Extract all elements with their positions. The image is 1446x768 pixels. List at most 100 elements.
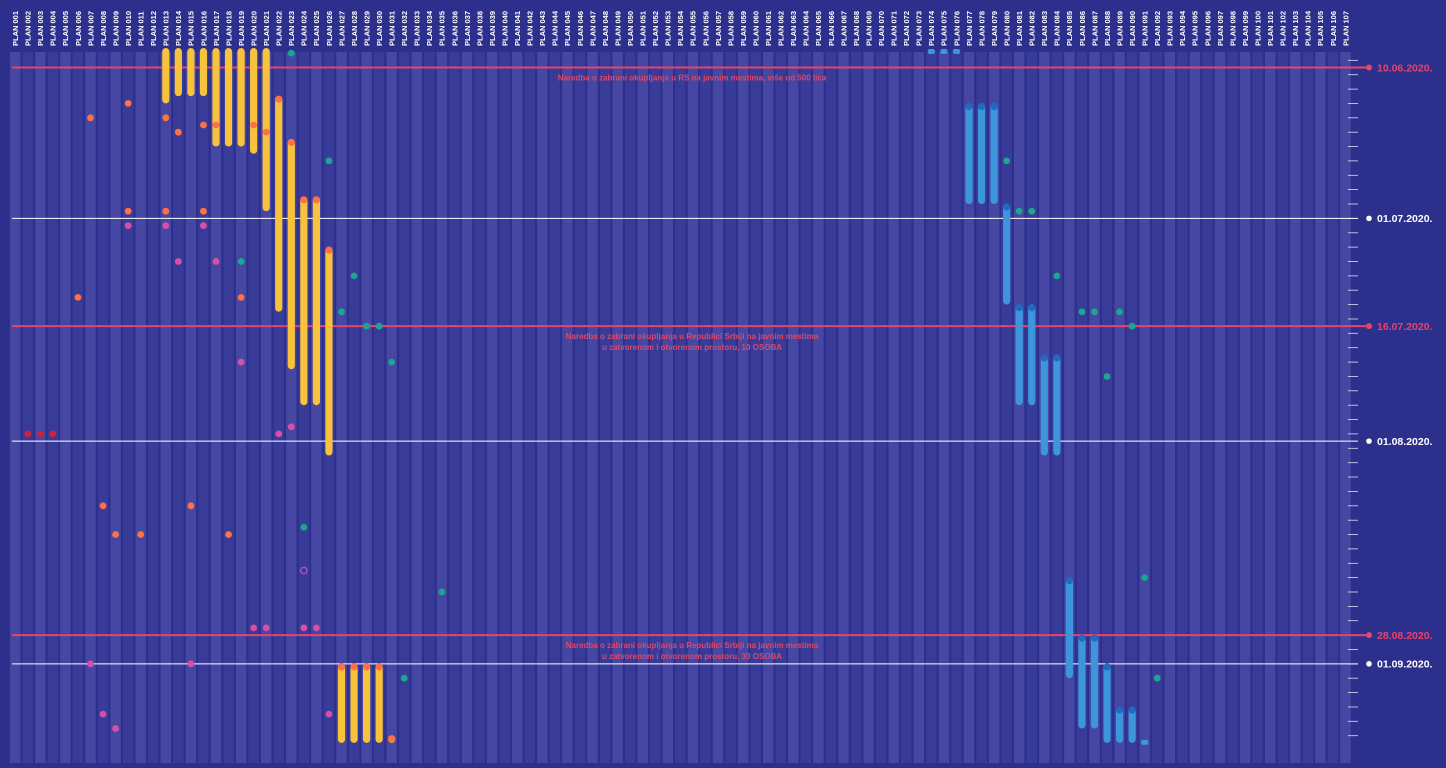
column-stripe bbox=[700, 52, 711, 763]
plan-point bbox=[174, 128, 182, 136]
plan-label: PLAN 082 bbox=[1028, 11, 1037, 46]
column-stripe bbox=[976, 52, 987, 763]
plan-label: PLAN 041 bbox=[513, 11, 522, 46]
plan-range bbox=[990, 103, 998, 204]
plan-label: PLAN 009 bbox=[111, 11, 120, 46]
plan-point bbox=[24, 430, 32, 438]
plan-point bbox=[1015, 207, 1023, 215]
range-start-cap bbox=[1040, 354, 1048, 362]
column-stripe bbox=[361, 52, 372, 763]
plan-point bbox=[1116, 308, 1123, 316]
column-stripe bbox=[198, 52, 209, 763]
column-stripe bbox=[1252, 52, 1263, 763]
plan-point bbox=[375, 322, 383, 330]
regulation-text: Naredba o zabrani okupljanja u Republici… bbox=[566, 641, 819, 650]
plan-range bbox=[250, 48, 258, 154]
column-stripe bbox=[72, 52, 84, 763]
column-stripe bbox=[537, 52, 548, 763]
regulation-date-label: 16.07.2020. bbox=[1377, 321, 1433, 333]
range-start-cap bbox=[1053, 354, 1061, 362]
column-stripe bbox=[47, 52, 59, 763]
plan-range bbox=[224, 48, 233, 147]
plan-point bbox=[940, 49, 948, 54]
plan-point bbox=[87, 114, 94, 122]
plan-point bbox=[200, 207, 207, 215]
plan-label: PLAN 040 bbox=[500, 11, 509, 46]
column-stripe bbox=[926, 52, 937, 763]
plan-label: PLAN 002 bbox=[24, 11, 33, 46]
plan-label: PLAN 098 bbox=[1228, 11, 1237, 46]
plan-labels: PLAN 001 PLAN 002 PLAN 003 PLAN 004 PLAN 005… bbox=[11, 10, 1350, 46]
column-stripe bbox=[800, 52, 812, 763]
plan-point bbox=[275, 430, 283, 438]
plan-point bbox=[162, 114, 170, 122]
column-stripe bbox=[1139, 52, 1150, 763]
column-stripe bbox=[624, 52, 636, 763]
plan-point bbox=[300, 566, 308, 575]
plan-range bbox=[337, 663, 346, 743]
plan-label: PLAN 042 bbox=[526, 11, 535, 46]
range-start-cap bbox=[1116, 706, 1124, 714]
plan-label: PLAN 092 bbox=[1153, 11, 1162, 46]
column-stripe bbox=[901, 52, 912, 763]
column-stripe bbox=[273, 52, 284, 763]
column-stripe bbox=[248, 52, 259, 763]
regulation-text: u zatvorenom i otvorenom prostoru, 30 OS… bbox=[602, 652, 782, 661]
range-start-cap bbox=[990, 102, 998, 110]
date-label: 01.07.2020. bbox=[1377, 213, 1433, 225]
plan-range bbox=[162, 48, 170, 104]
column-stripe bbox=[311, 52, 322, 763]
column-stripe bbox=[399, 52, 410, 763]
plan-range bbox=[1116, 707, 1124, 743]
plan-label: PLAN 101 bbox=[1266, 11, 1275, 46]
column-stripe bbox=[825, 52, 837, 763]
plan-point bbox=[1103, 373, 1111, 380]
plan-point bbox=[1141, 739, 1149, 745]
plan-label: PLAN 048 bbox=[601, 11, 610, 46]
plan-label: PLAN 004 bbox=[49, 10, 58, 46]
plan-label: PLAN 038 bbox=[475, 11, 484, 46]
column-stripe bbox=[562, 52, 573, 763]
column-stripe bbox=[1152, 52, 1163, 763]
column-stripe bbox=[788, 52, 799, 763]
plan-range bbox=[1015, 304, 1023, 406]
column-stripe bbox=[97, 52, 109, 763]
plan-point bbox=[137, 531, 145, 538]
plan-label: PLAN 033 bbox=[413, 11, 422, 46]
plan-label: PLAN 104 bbox=[1304, 10, 1313, 46]
plan-range bbox=[325, 247, 333, 456]
regulation-marker bbox=[1366, 323, 1372, 330]
column-stripe bbox=[888, 52, 899, 763]
plan-label: PLAN 058 bbox=[726, 11, 735, 46]
plan-point bbox=[49, 430, 57, 438]
plan-label: PLAN 094 bbox=[1178, 10, 1187, 46]
range-start-cap bbox=[1090, 634, 1099, 642]
plan-point bbox=[287, 49, 295, 57]
plan-range bbox=[1103, 663, 1111, 743]
range-start-cap bbox=[275, 95, 283, 103]
column-stripe bbox=[1164, 52, 1175, 763]
column-stripe bbox=[938, 52, 950, 763]
range-start-cap bbox=[337, 663, 346, 671]
plan-point bbox=[99, 502, 107, 510]
plan-label: PLAN 087 bbox=[1090, 11, 1099, 46]
plan-label: PLAN 054 bbox=[676, 10, 685, 46]
plan-label: PLAN 088 bbox=[1103, 11, 1112, 46]
plan-point bbox=[350, 272, 358, 280]
plan-point bbox=[212, 121, 220, 129]
plan-label: PLAN 011 bbox=[137, 11, 146, 46]
plan-label: PLAN 003 bbox=[36, 11, 45, 46]
plan-label: PLAN 085 bbox=[1065, 11, 1074, 46]
column-stripe bbox=[1076, 52, 1088, 763]
column-stripe bbox=[1177, 52, 1188, 763]
date-marker bbox=[1366, 661, 1372, 667]
plan-label: PLAN 046 bbox=[576, 11, 585, 46]
range-start-cap bbox=[375, 663, 383, 671]
column-stripe bbox=[110, 52, 121, 763]
plan-label: PLAN 084 bbox=[1053, 10, 1062, 46]
plan-range bbox=[1003, 204, 1011, 305]
range-start-cap bbox=[312, 196, 320, 204]
plan-label: PLAN 052 bbox=[651, 11, 660, 46]
column-stripe bbox=[148, 52, 159, 763]
plan-range bbox=[199, 48, 208, 97]
